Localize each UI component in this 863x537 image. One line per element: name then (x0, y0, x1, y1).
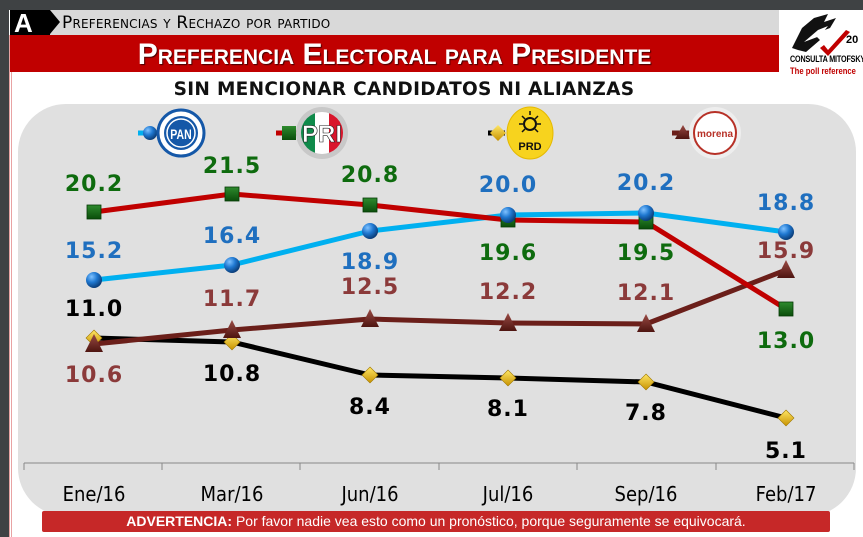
data-label-morena-1: 11.7 (202, 287, 262, 312)
mitofsky-logo-icon (792, 14, 850, 56)
data-label-morena-0: 10.6 (64, 363, 124, 388)
data-label-pri-1: 21.5 (202, 154, 262, 179)
x-tick-label-3: Jul/16 (482, 482, 534, 506)
data-label-prd-5: 5.1 (765, 439, 807, 464)
data-label-pri-0: 20.2 (64, 172, 124, 197)
data-label-pan-3: 20.0 (478, 173, 538, 198)
data-label-pan-2: 18.9 (340, 250, 400, 275)
section-tab (10, 10, 50, 35)
svg-text:morena: morena (697, 129, 734, 140)
section-header-bar (10, 10, 779, 35)
legend-morena: morena (672, 107, 741, 159)
svg-text:PRD: PRD (518, 141, 541, 153)
title-bar (10, 35, 779, 72)
data-label-pri-4: 19.5 (616, 241, 676, 266)
data-label-prd-0: 11.0 (64, 297, 124, 322)
data-label-pan-4: 20.2 (616, 171, 676, 196)
x-tick-label-0: Ene/16 (62, 482, 126, 506)
warning-text: Por favor nadie vea esto como un pronóst… (232, 513, 746, 529)
morena-line (93, 267, 787, 347)
data-label-morena-4: 12.1 (616, 281, 676, 306)
svg-text:PAN: PAN (170, 127, 191, 143)
window-frame-left (0, 0, 9, 537)
svg-text:PRI: PRI (302, 121, 342, 148)
pan-line (93, 210, 787, 283)
page-left-border (9, 35, 12, 537)
logo-name: CONSULTA MITOFSKY (790, 54, 863, 64)
logo-year-badge: 20 (846, 34, 859, 46)
x-axis (23, 462, 855, 470)
legend-pri: PRI (276, 107, 348, 159)
data-label-prd-1: 10.8 (202, 362, 262, 387)
section-title: Preferencias y Rechazo por partido (62, 13, 331, 33)
x-tick-label-1: Mar/16 (200, 482, 264, 506)
legend-prd: PRD (488, 106, 554, 160)
data-label-pri-3: 19.6 (478, 241, 538, 266)
prd-line (93, 335, 787, 421)
data-label-pri-2: 20.8 (340, 163, 400, 188)
chart-subtitle: SIN MENCIONAR CANDIDATOS NI ALIANZAS (173, 79, 635, 100)
data-label-prd-3: 8.1 (487, 397, 529, 422)
data-label-pan-1: 16.4 (202, 224, 262, 249)
logo-tagline: The poll reference (790, 66, 856, 76)
data-label-prd-2: 8.4 (349, 395, 391, 420)
morena-markers (85, 260, 795, 352)
x-tick-label-5: Feb/17 (755, 482, 817, 506)
x-tick-label-4: Sep/16 (614, 482, 678, 506)
legend-pan: PAN (138, 108, 206, 158)
pan-markers (86, 205, 794, 288)
chart-panel (18, 104, 856, 516)
warning-banner: ADVERTENCIA: Por favor nadie vea esto co… (42, 511, 830, 532)
data-label-morena-2: 12.5 (340, 275, 400, 300)
data-label-pan-5: 18.8 (756, 191, 816, 216)
warning-label: ADVERTENCIA: (126, 513, 233, 529)
window-frame-top (0, 0, 863, 10)
section-letter: A (14, 8, 33, 38)
section-arrow-icon (50, 10, 60, 34)
data-label-morena-5: 15.9 (756, 239, 816, 264)
chart-title: Preferencia Electoral para Presidente (137, 38, 652, 71)
data-label-pan-0: 15.2 (64, 239, 124, 264)
pri-line (93, 191, 788, 312)
data-label-morena-3: 12.2 (478, 280, 538, 305)
x-tick-label-2: Jun/16 (341, 482, 399, 506)
data-label-pri-5: 13.0 (756, 329, 816, 354)
data-label-prd-4: 7.8 (625, 401, 667, 426)
